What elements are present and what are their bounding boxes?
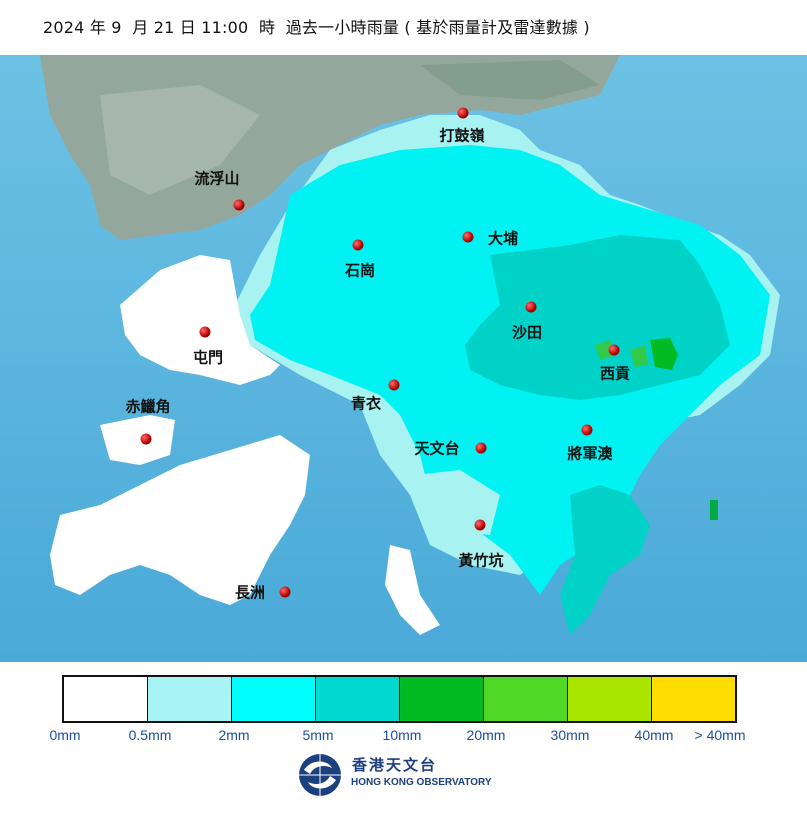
station-marker: [199, 326, 211, 338]
rain-0.5-2mm-south: [415, 470, 500, 535]
rain-0mm-lamma: [385, 545, 440, 635]
legend-swatch: [316, 677, 400, 721]
legend-swatch: [652, 677, 735, 721]
rain-5-10mm: [465, 235, 730, 400]
station-label: 赤鱲角: [125, 397, 171, 416]
rain-0mm-tuenmun: [120, 255, 280, 385]
station-label: 將軍澳: [567, 444, 613, 463]
legend-swatch: [568, 677, 652, 721]
station-label: 沙田: [511, 323, 543, 342]
logo-text-en: HONG KONG OBSERVATORY: [351, 777, 492, 788]
station-marker: [581, 424, 593, 436]
station-label: 西貢: [599, 364, 631, 383]
legend-swatch: [148, 677, 232, 721]
map-title: 2024 年 9 月 21 日 11:00 時 過去一小時雨量 ( 基於雨量計及…: [43, 18, 590, 37]
legend-label: 30mm: [550, 727, 590, 743]
station-marker: [279, 586, 291, 598]
legend-label: 5mm: [302, 727, 334, 743]
legend-label: 40mm: [634, 727, 674, 743]
station-marker: [462, 231, 474, 243]
station-marker: [525, 301, 537, 313]
legend-swatch: [484, 677, 568, 721]
legend-label: > 40mm: [694, 727, 746, 743]
rain-0mm-lantau: [50, 435, 310, 605]
legend-label: 0.5mm: [128, 727, 172, 743]
legend-color-bar: [62, 675, 737, 723]
station-marker: [140, 433, 152, 445]
station-marker: [233, 199, 245, 211]
legend-swatch: [64, 677, 148, 721]
rainfall-map: [0, 55, 807, 662]
station-label: 大埔: [487, 229, 519, 248]
legend-label: 10mm: [382, 727, 422, 743]
station-label: 石崗: [344, 261, 376, 280]
station-marker: [457, 107, 469, 119]
station-marker: [474, 519, 486, 531]
station-label: 屯門: [192, 348, 224, 367]
hko-logo: 香港天文台 HONG KONG OBSERVATORY: [294, 752, 514, 798]
station-marker: [608, 344, 620, 356]
station-marker: [352, 239, 364, 251]
rain-0mm-airport: [100, 415, 175, 465]
hko-logo-icon: [299, 754, 341, 796]
logo-text-cn: 香港天文台: [352, 756, 438, 774]
station-label: 長洲: [234, 583, 266, 602]
station-label: 天文台: [414, 439, 460, 458]
station-marker: [388, 379, 400, 391]
station-label: 青衣: [350, 394, 382, 413]
rain-10-20mm: [650, 338, 678, 370]
legend-swatch: [232, 677, 316, 721]
station-label: 流浮山: [194, 169, 240, 188]
legend-label: 0mm: [49, 727, 81, 743]
legend-label: 2mm: [218, 727, 250, 743]
station-label: 打鼓嶺: [439, 126, 485, 145]
station-marker: [475, 442, 487, 454]
legend-swatch: [400, 677, 484, 721]
station-label: 黃竹坑: [458, 551, 504, 570]
legend-label: 20mm: [466, 727, 506, 743]
